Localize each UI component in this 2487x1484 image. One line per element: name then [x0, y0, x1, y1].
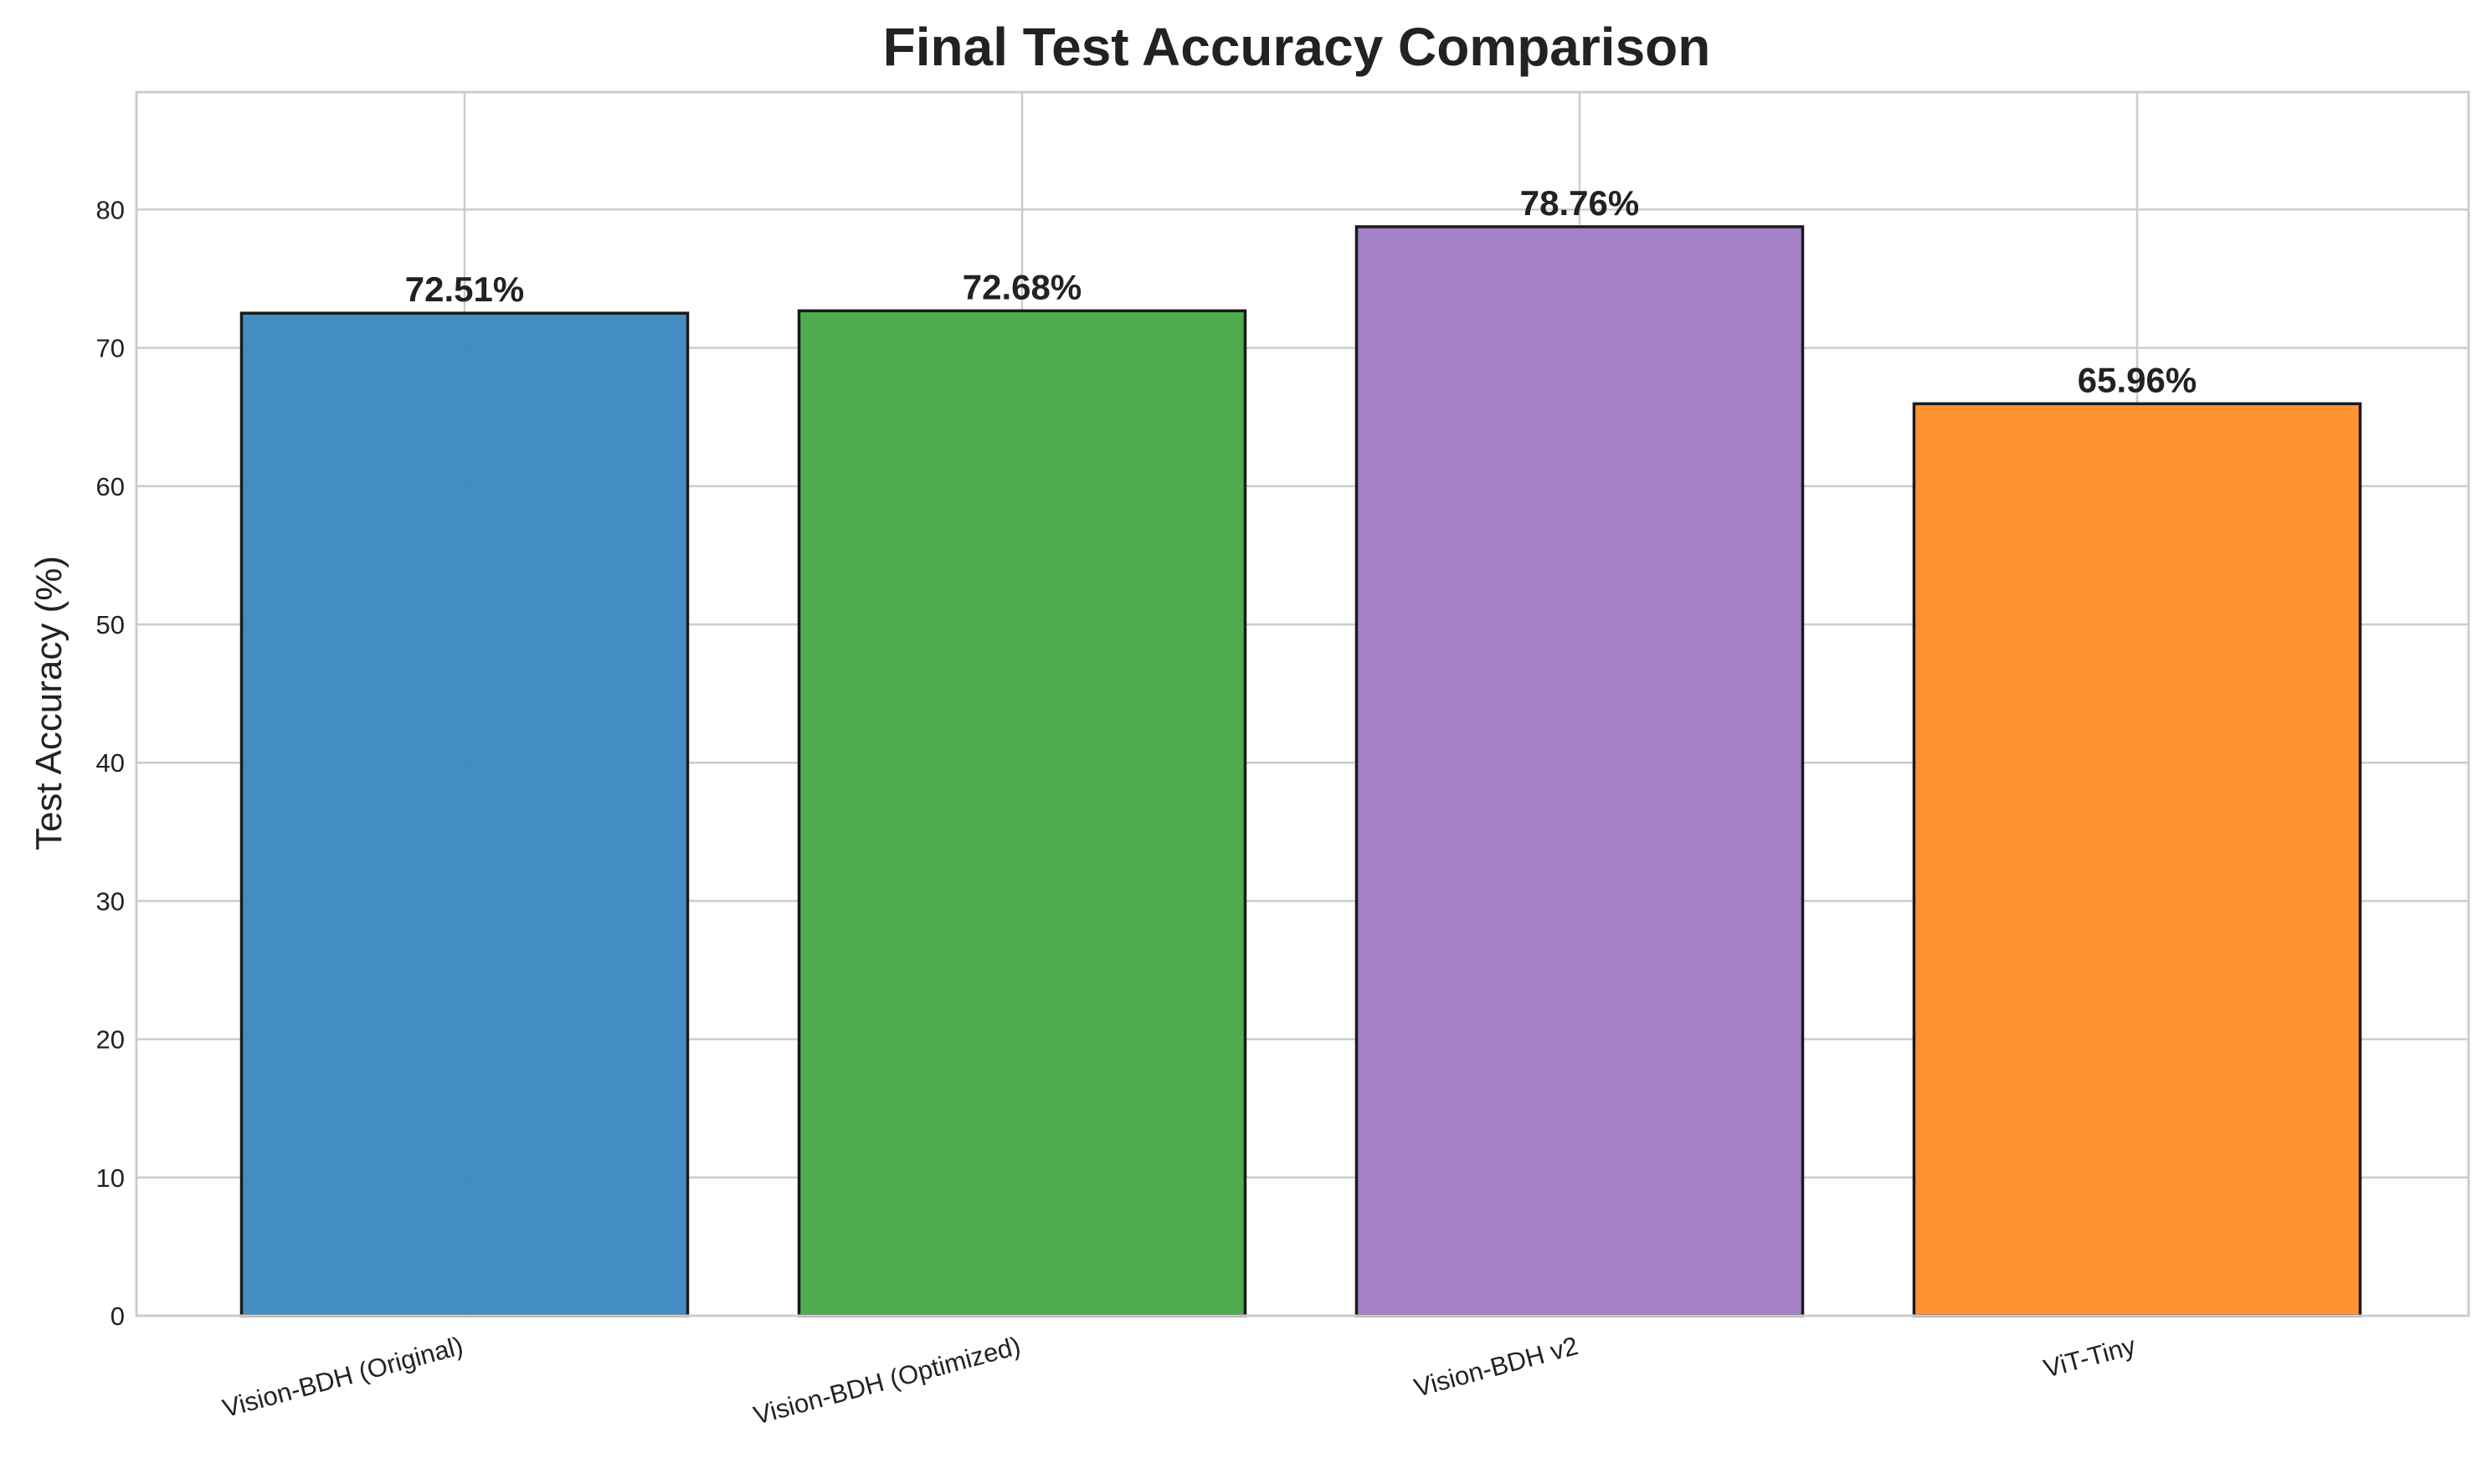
- y-axis-label: Test Accuracy (%): [28, 556, 69, 850]
- y-tick-label: 60: [96, 472, 125, 501]
- chart-title: Final Test Accuracy Comparison: [883, 17, 1711, 77]
- bar: [1912, 402, 2362, 1317]
- bar-value-label: 72.51%: [405, 270, 524, 309]
- y-tick-label: 10: [96, 1163, 125, 1193]
- bar: [1354, 225, 1805, 1317]
- plot-frame: [135, 90, 2470, 1317]
- y-tick-label: 40: [96, 748, 125, 778]
- x-category-label: Vision-BDH (Optimized): [750, 1331, 1023, 1430]
- y-tick-label: 70: [96, 334, 125, 363]
- x-category-label: ViT-Tiny: [2041, 1331, 2140, 1384]
- y-tick-label: 30: [96, 886, 125, 916]
- bar: [239, 311, 690, 1317]
- bar: [797, 309, 1247, 1317]
- x-axis-categories: Vision-BDH (Original) Vision-BDH (Optimiz…: [219, 1331, 2139, 1430]
- y-tick-label: 20: [96, 1025, 125, 1055]
- y-tick-label: 50: [96, 610, 125, 639]
- value-labels: 72.51% 72.68% 78.76% 65.96%: [405, 183, 2197, 399]
- bar-value-label: 65.96%: [2078, 360, 2197, 399]
- y-axis-ticks: 0 10 20 30 40 50 60 70 80: [96, 195, 125, 1331]
- x-category-label: Vision-BDH (Original): [219, 1331, 466, 1423]
- bar-value-label: 78.76%: [1520, 183, 1639, 223]
- y-tick-label: 80: [96, 195, 125, 224]
- bar-value-label: 72.68%: [963, 267, 1082, 306]
- x-category-label: Vision-BDH v2: [1411, 1331, 1581, 1403]
- y-tick-label: 0: [110, 1302, 125, 1331]
- bar-layer: [239, 225, 2362, 1317]
